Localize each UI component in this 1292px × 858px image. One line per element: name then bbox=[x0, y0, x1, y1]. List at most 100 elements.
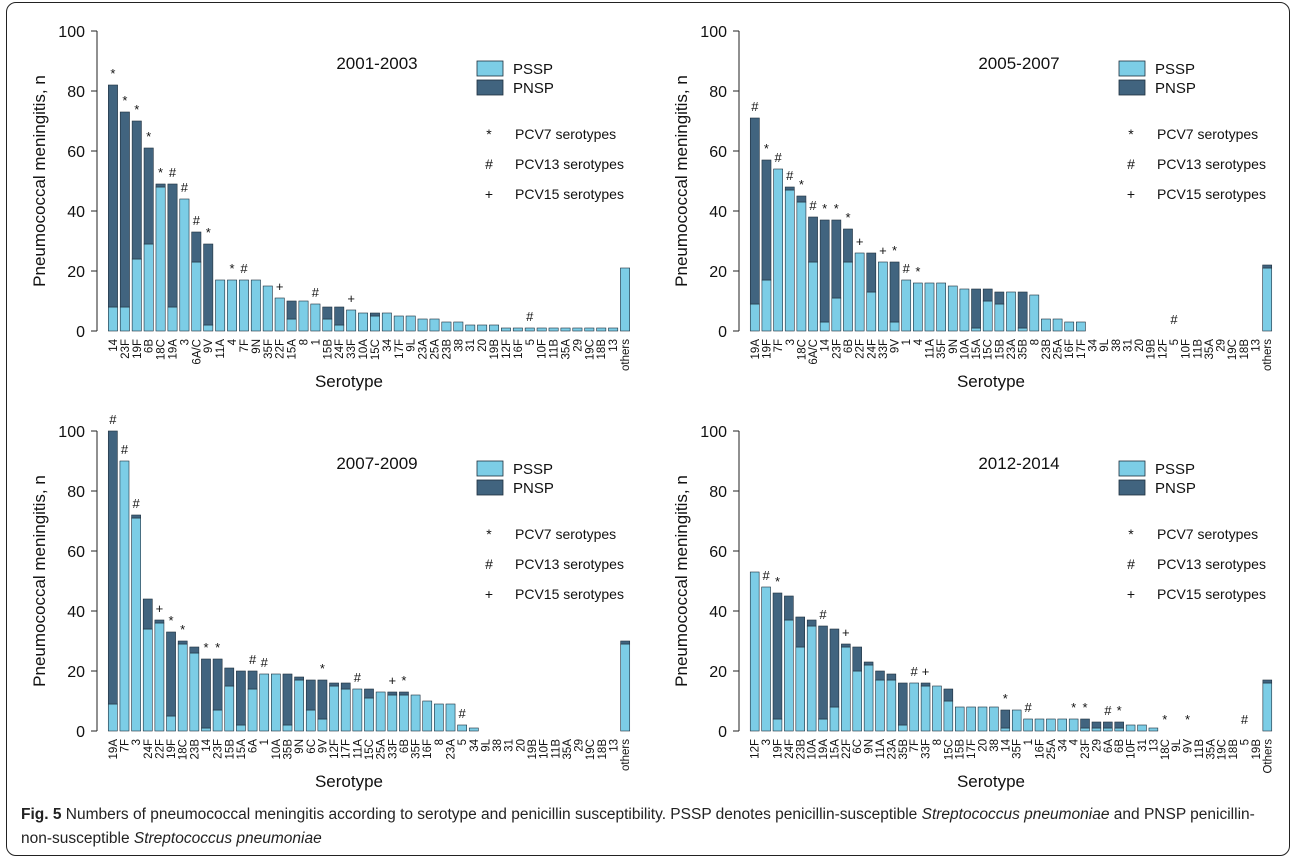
legend-marker-symbol: # bbox=[485, 556, 493, 572]
y-tick-label: 60 bbox=[709, 544, 727, 561]
bar-pssp bbox=[167, 306, 178, 332]
legend-marker-symbol: # bbox=[485, 156, 493, 172]
legend-label-pnsp: PNSP bbox=[513, 480, 554, 497]
caption-text-1: Numbers of pneumococcal meningitis accor… bbox=[61, 806, 922, 823]
bar-pssp bbox=[773, 168, 783, 332]
chart-title: 2012-2014 bbox=[978, 454, 1059, 473]
x-tick-label: 20 bbox=[515, 739, 527, 752]
x-tick-label: 9L bbox=[480, 738, 492, 751]
legend-marker-label: PCV15 serotypes bbox=[515, 586, 624, 602]
bar-pnsp bbox=[796, 195, 807, 203]
bar-marker: # bbox=[459, 706, 467, 721]
bar-pssp bbox=[1262, 267, 1273, 332]
bar-marker: # bbox=[169, 165, 177, 180]
bar-pnsp bbox=[1017, 291, 1028, 329]
bar-marker: # bbox=[261, 655, 269, 670]
x-tick-label: 15C bbox=[370, 339, 382, 360]
bar-pssp bbox=[913, 282, 923, 332]
bar-pssp bbox=[548, 327, 559, 332]
bar-pnsp bbox=[399, 691, 409, 696]
bar-pssp bbox=[924, 282, 935, 332]
legend-label-pnsp: PNSP bbox=[1155, 80, 1196, 97]
x-tick-label: 6A/C bbox=[808, 339, 820, 365]
bar-pnsp bbox=[829, 628, 840, 708]
x-tick-label: 7F bbox=[909, 739, 921, 752]
bar-pnsp bbox=[387, 691, 398, 696]
bar-pssp bbox=[352, 688, 363, 732]
bar-pssp bbox=[262, 285, 273, 332]
x-tick-label: 8 bbox=[1029, 339, 1041, 345]
x-tick-label: 25A bbox=[1046, 739, 1058, 760]
bar-marker: # bbox=[774, 150, 782, 165]
bar-pssp bbox=[866, 291, 877, 332]
bar-pssp bbox=[201, 727, 211, 732]
bar-marker: * bbox=[915, 264, 920, 279]
x-tick-label: 10A bbox=[959, 339, 971, 360]
bar-pssp bbox=[399, 694, 409, 732]
bar-pnsp bbox=[1262, 679, 1273, 684]
bar-pssp bbox=[854, 252, 865, 332]
bar-marker: * bbox=[146, 129, 151, 144]
x-tick-label: 22F bbox=[841, 739, 853, 759]
bar-pnsp bbox=[761, 159, 772, 281]
y-axis-label: Pneumococcal meningitis, n bbox=[30, 475, 49, 687]
x-tick-label: 34 bbox=[469, 738, 481, 751]
bar-pnsp bbox=[224, 667, 235, 687]
x-tick-label: 9V bbox=[317, 739, 329, 753]
x-tick-label: 23A bbox=[1006, 339, 1018, 360]
x-tick-label: 4 bbox=[913, 338, 925, 345]
bar-pnsp bbox=[131, 120, 142, 260]
x-tick-label: 14 bbox=[1000, 738, 1012, 751]
bar-pssp bbox=[1052, 318, 1063, 332]
bar-pssp bbox=[796, 201, 807, 332]
bar-pnsp bbox=[843, 228, 853, 263]
bar-pssp bbox=[155, 186, 166, 332]
legend-swatch-pssp bbox=[1118, 460, 1146, 477]
bar-pssp bbox=[863, 664, 874, 732]
bar-pnsp bbox=[898, 682, 908, 726]
bar-pssp bbox=[501, 327, 511, 332]
x-tick-label: 34 bbox=[1057, 738, 1069, 751]
y-tick-label: 20 bbox=[67, 664, 85, 681]
x-tick-label: 3 bbox=[131, 739, 143, 745]
legend-marker-symbol: + bbox=[485, 586, 493, 602]
y-tick-label: 40 bbox=[709, 604, 727, 621]
x-tick-label: 9L bbox=[406, 338, 418, 351]
bar-pnsp bbox=[784, 186, 795, 191]
bar-pssp bbox=[818, 718, 828, 732]
x-tick-label: 29 bbox=[574, 739, 586, 752]
bar-pssp bbox=[434, 703, 444, 732]
legend-swatch-pnsp bbox=[476, 79, 504, 96]
bar-pssp bbox=[189, 652, 200, 732]
x-tick-label: 10A bbox=[271, 739, 283, 760]
bar-pssp bbox=[108, 306, 118, 332]
bar-pssp bbox=[584, 327, 595, 332]
bar-pssp bbox=[310, 303, 321, 332]
y-tick-label: 40 bbox=[709, 204, 727, 221]
bar-pssp bbox=[271, 673, 281, 732]
x-tick-label: 38 bbox=[492, 739, 504, 752]
x-tick-label: 14 bbox=[108, 338, 120, 351]
bar-pssp bbox=[166, 715, 176, 732]
y-tick-label: 80 bbox=[67, 484, 85, 501]
bar-marker: # bbox=[240, 261, 248, 276]
bar-pnsp bbox=[866, 252, 877, 293]
bar-marker: # bbox=[354, 670, 362, 685]
bar-marker: # bbox=[903, 261, 911, 276]
legend-marker-label: PCV7 serotypes bbox=[515, 526, 616, 542]
bar-pssp bbox=[298, 300, 309, 332]
x-tick-label: 23B bbox=[1041, 339, 1053, 360]
bar-pssp bbox=[1041, 318, 1051, 332]
bar-pssp bbox=[227, 279, 237, 332]
caption-label: Fig. 5 bbox=[21, 806, 62, 823]
x-tick-label: others bbox=[1262, 339, 1274, 371]
x-tick-label: 15C bbox=[983, 339, 995, 360]
bar-pnsp bbox=[131, 514, 141, 519]
bar-marker: * bbox=[230, 261, 235, 276]
bar-pnsp bbox=[808, 216, 818, 263]
bar-marker: + bbox=[347, 291, 355, 306]
x-tick-label: 33F bbox=[878, 339, 890, 359]
bar-pssp bbox=[465, 324, 476, 332]
x-tick-label: 38 bbox=[453, 339, 465, 352]
